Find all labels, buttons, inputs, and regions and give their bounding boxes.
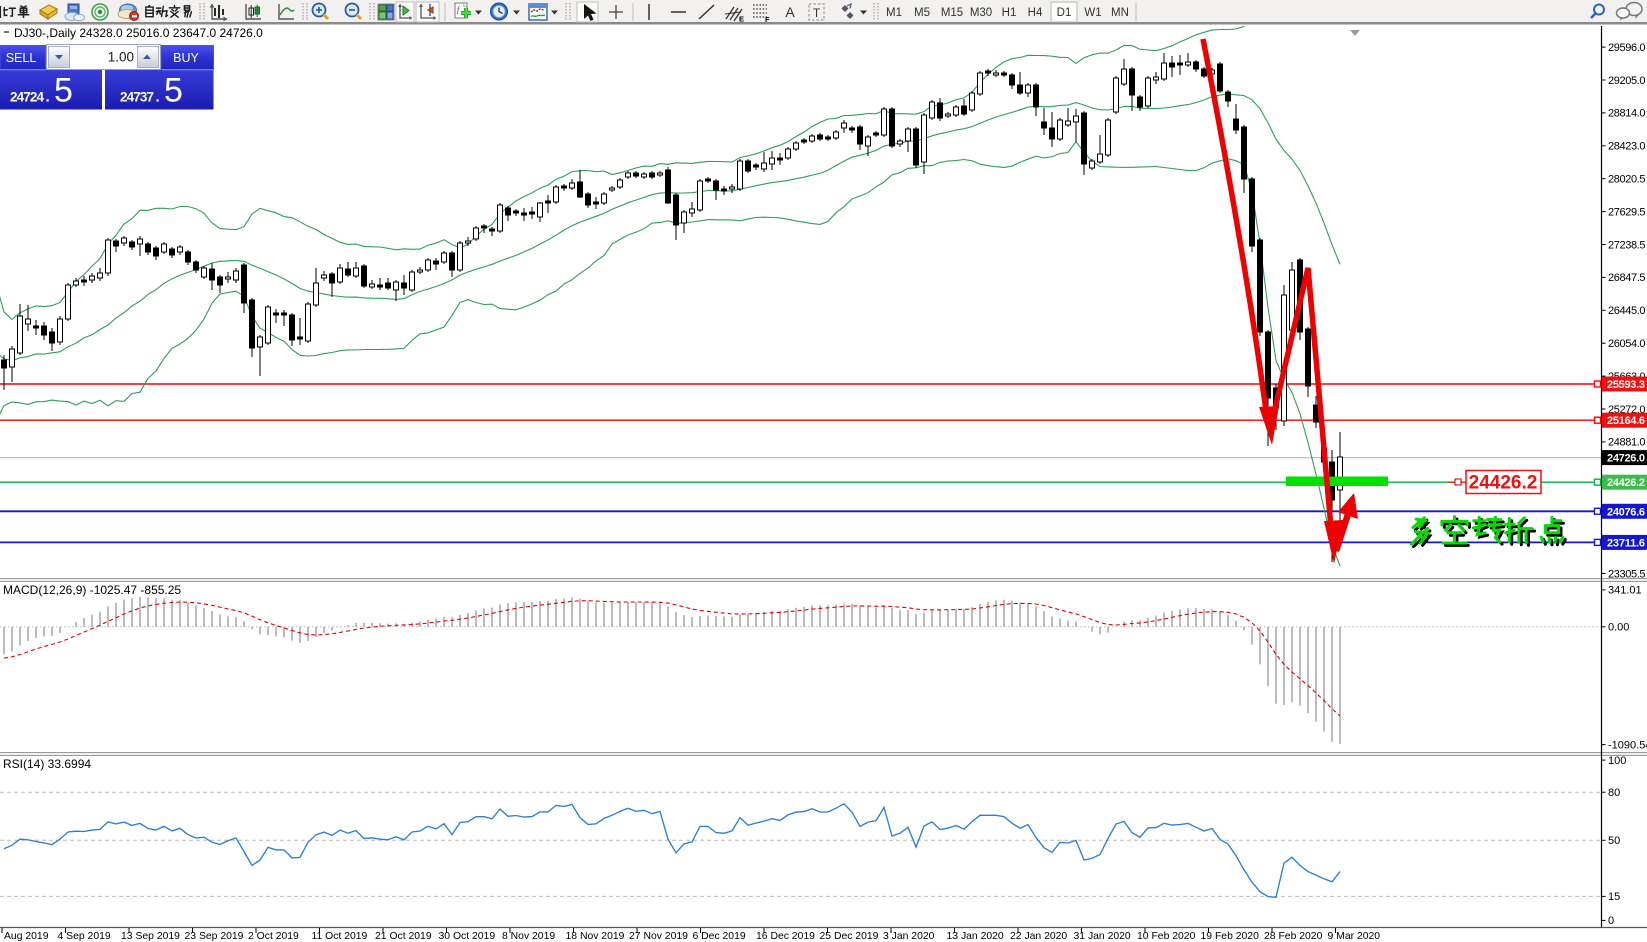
svg-text:28 Feb 2020: 28 Feb 2020 — [1264, 931, 1323, 942]
svg-text:27238.5: 27238.5 — [1608, 239, 1646, 251]
svg-text:25164.6: 25164.6 — [1607, 415, 1645, 427]
svg-text:25 Dec 2019: 25 Dec 2019 — [820, 931, 879, 942]
svg-text:16 Dec 2019: 16 Dec 2019 — [756, 931, 815, 942]
svg-text:E: E — [739, 15, 744, 24]
svg-text:6 Dec 2019: 6 Dec 2019 — [693, 931, 746, 942]
svg-text:4 Sep 2019: 4 Sep 2019 — [58, 931, 111, 942]
svg-text:DJ30-,Daily 24328.0 25016.0 2: DJ30-,Daily 24328.0 25016.0 23647.0 2472… — [14, 26, 263, 40]
svg-text:15: 15 — [1608, 891, 1620, 903]
svg-text:F: F — [765, 15, 770, 24]
svg-text:11 Oct 2019: 11 Oct 2019 — [312, 931, 368, 942]
svg-text:M30: M30 — [970, 7, 992, 19]
svg-text:SELL: SELL — [6, 51, 37, 65]
svg-text:26054.0: 26054.0 — [1608, 338, 1646, 350]
svg-text:24737: 24737 — [120, 90, 154, 105]
svg-text:24426.2: 24426.2 — [1607, 477, 1645, 489]
svg-text:22 Jan 2020: 22 Jan 2020 — [1010, 931, 1067, 942]
svg-text:T: T — [813, 6, 821, 20]
svg-text:MN: MN — [1111, 7, 1129, 19]
svg-text:2 Oct 2019: 2 Oct 2019 — [248, 931, 299, 942]
svg-text:28020.5: 28020.5 — [1608, 174, 1646, 186]
svg-text:Aug 2019: Aug 2019 — [4, 931, 49, 942]
svg-text:0.00: 0.00 — [1608, 622, 1629, 634]
svg-text:H1: H1 — [1002, 7, 1017, 19]
svg-text:341.01: 341.01 — [1608, 585, 1642, 597]
svg-text:19 Feb 2020: 19 Feb 2020 — [1201, 931, 1260, 942]
svg-text:100: 100 — [1608, 755, 1626, 767]
svg-text:21 Oct 2019: 21 Oct 2019 — [375, 931, 432, 942]
svg-text:1.00: 1.00 — [108, 50, 134, 65]
svg-text:23305.5: 23305.5 — [1608, 568, 1646, 580]
svg-text:80: 80 — [1608, 787, 1620, 799]
svg-text:0: 0 — [1608, 915, 1614, 927]
svg-text:24724: 24724 — [10, 90, 44, 105]
svg-text:f: f — [457, 5, 461, 14]
svg-text:28814.0: 28814.0 — [1608, 108, 1646, 120]
svg-text:8 Nov 2019: 8 Nov 2019 — [502, 931, 555, 942]
svg-text:23 Sep 2019: 23 Sep 2019 — [185, 931, 244, 942]
svg-text:23711.6: 23711.6 — [1607, 537, 1645, 549]
svg-text:M1: M1 — [886, 7, 902, 19]
svg-text:3 Jan 2020: 3 Jan 2020 — [883, 931, 935, 942]
svg-text:W1: W1 — [1084, 7, 1101, 19]
svg-text:29205.0: 29205.0 — [1608, 75, 1646, 87]
svg-text:10 Feb 2020: 10 Feb 2020 — [1137, 931, 1196, 942]
svg-text:27 Nov 2019: 27 Nov 2019 — [629, 931, 688, 942]
svg-text:24426.2: 24426.2 — [1469, 473, 1538, 494]
svg-text:13 Sep 2019: 13 Sep 2019 — [121, 931, 180, 942]
svg-text:9 Mar 2020: 9 Mar 2020 — [1328, 931, 1381, 942]
svg-text:D1: D1 — [1057, 7, 1072, 19]
svg-text:-1090.54: -1090.54 — [1608, 739, 1647, 751]
svg-text:50: 50 — [1608, 835, 1620, 847]
svg-text:24076.6: 24076.6 — [1607, 506, 1645, 518]
svg-text:26445.0: 26445.0 — [1608, 305, 1646, 317]
svg-text:24881.0: 24881.0 — [1608, 437, 1646, 449]
svg-text:RSI(14) 33.6994: RSI(14) 33.6994 — [3, 757, 91, 771]
svg-text:18 Nov 2019: 18 Nov 2019 — [566, 931, 625, 942]
svg-text:25593.3: 25593.3 — [1607, 379, 1645, 391]
svg-text:A: A — [785, 4, 795, 20]
svg-text:.: . — [156, 89, 160, 106]
svg-text:13 Jan 2020: 13 Jan 2020 — [947, 931, 1004, 942]
svg-text:31 Jan 2020: 31 Jan 2020 — [1074, 931, 1131, 942]
svg-text:26847.5: 26847.5 — [1608, 272, 1646, 284]
svg-text:M15: M15 — [941, 7, 963, 19]
svg-text:BUY: BUY — [173, 51, 199, 65]
svg-text:MACD(12,26,9) -1025.47 -855.25: MACD(12,26,9) -1025.47 -855.25 — [3, 583, 181, 597]
svg-text:5: 5 — [164, 72, 183, 110]
svg-text:28423.0: 28423.0 — [1608, 141, 1646, 153]
svg-text:29596.0: 29596.0 — [1608, 42, 1646, 54]
svg-text:30 Oct 2019: 30 Oct 2019 — [439, 931, 496, 942]
svg-text:.: . — [46, 89, 50, 106]
svg-text:5: 5 — [54, 72, 73, 110]
svg-text:H4: H4 — [1028, 7, 1043, 19]
svg-text:27629.5: 27629.5 — [1608, 206, 1646, 218]
svg-text:24726.0: 24726.0 — [1607, 453, 1645, 465]
svg-text:M5: M5 — [914, 7, 930, 19]
